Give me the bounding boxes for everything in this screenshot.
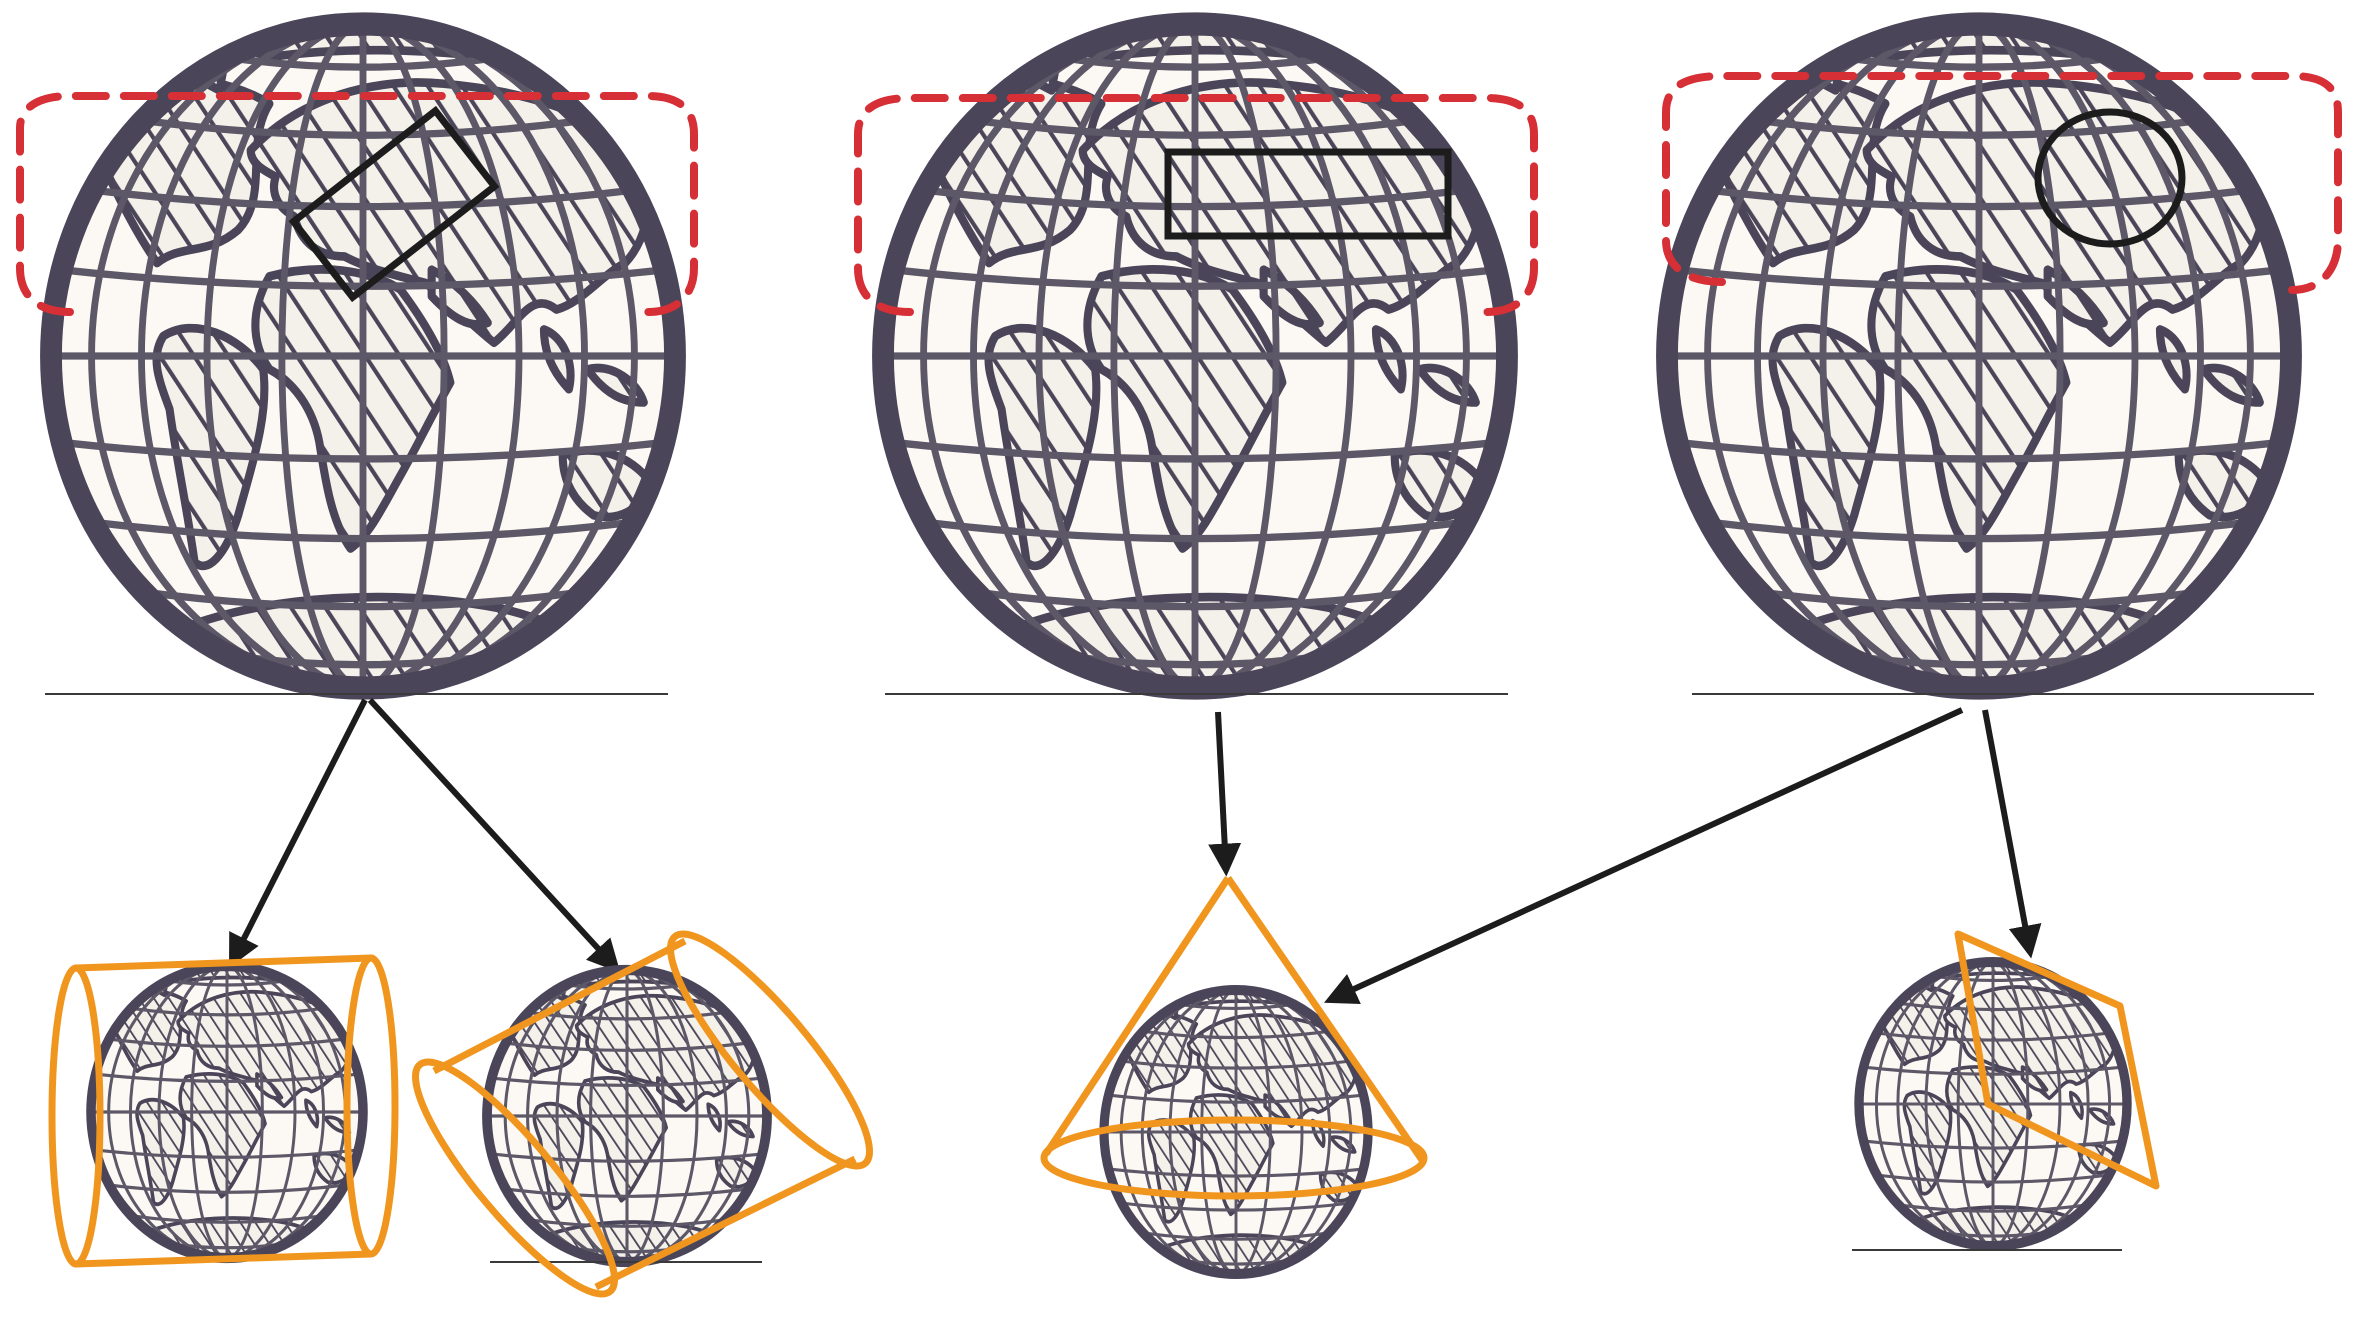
area-rotated-rectangle — [288, 105, 500, 303]
arrow-1a — [229, 698, 368, 968]
small-globe-cylinder — [91, 959, 363, 1263]
plane-surface — [1954, 930, 2160, 1190]
arrow-1b — [367, 697, 621, 973]
area-circle — [2034, 108, 2186, 248]
oblique-cylinder-surface — [412, 930, 873, 1298]
panel-1 — [16, 7, 873, 1298]
region-outline-1 — [16, 92, 698, 316]
arrow-3b — [1982, 709, 2042, 959]
area-horizontal-rectangle — [1164, 148, 1452, 240]
cone-surface — [1040, 876, 1428, 1200]
large-globe-3 — [1667, 7, 2291, 699]
large-globe-1 — [51, 7, 675, 699]
cylinder-surface — [48, 954, 399, 1268]
panel-2 — [854, 7, 1538, 1279]
large-globe-2 — [883, 7, 1507, 699]
region-outline-3 — [1662, 72, 2342, 294]
region-outline-2 — [854, 94, 1538, 316]
arrow-2 — [1208, 711, 1242, 877]
panel-3 — [1324, 7, 2342, 1251]
arrow-3a — [1324, 707, 1964, 1004]
